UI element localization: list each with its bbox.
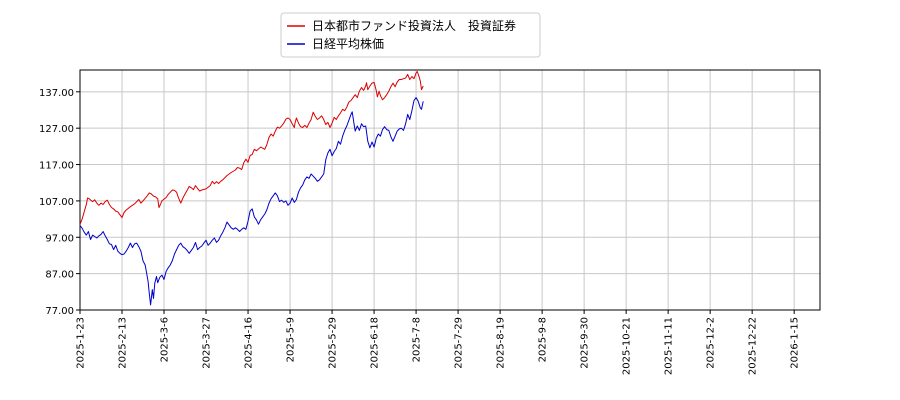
y-axis-ticks: 77.00 87.00 97.00 107.00 117.00 127.00 137.00 bbox=[39, 88, 80, 317]
x-tick-label: 2025-7-29 bbox=[454, 317, 465, 369]
x-tick-label: 2025-4-16 bbox=[244, 317, 255, 369]
y-tick-label: 127.00 bbox=[39, 124, 74, 135]
x-tick-label: 2026-1-15 bbox=[790, 317, 801, 369]
y-tick-label: 117.00 bbox=[39, 161, 74, 172]
x-tick-label: 2025-9-30 bbox=[580, 317, 591, 369]
x-tick-label: 2025-3-27 bbox=[202, 317, 213, 369]
legend: 日本都市ファンド投資法人 投資証券 日経平均株価 bbox=[280, 12, 541, 58]
x-tick-label: 2025-8-19 bbox=[496, 317, 507, 369]
plot-frame bbox=[79, 69, 821, 311]
x-tick-label: 2025-5-9 bbox=[286, 317, 297, 362]
y-tick-label: 107.00 bbox=[39, 197, 74, 208]
x-tick-label: 2025-7-8 bbox=[412, 317, 423, 362]
series-line-1 bbox=[79, 97, 424, 306]
y-tick-label: 87.00 bbox=[45, 270, 74, 281]
x-tick-label: 2025-5-29 bbox=[328, 317, 339, 369]
y-tick-label: 97.00 bbox=[45, 233, 74, 244]
y-tick-label: 77.00 bbox=[45, 306, 74, 317]
grid-lines bbox=[79, 70, 820, 311]
x-tick-label: 2025-6-18 bbox=[370, 317, 381, 369]
x-tick-label: 2025-9-8 bbox=[538, 317, 549, 362]
x-tick-label: 2025-12-2 bbox=[706, 317, 717, 369]
x-tick-label: 2025-11-11 bbox=[664, 317, 675, 375]
legend-box bbox=[280, 12, 541, 58]
x-tick-label: 2025-10-21 bbox=[622, 317, 633, 375]
x-axis-ticks: 2025-1-23 2025-2-13 2025-3-6 2025-3-27 2025-… bbox=[76, 310, 801, 375]
legend-label-0: 日本都市ファンド投資法人 投資証券 bbox=[312, 18, 516, 33]
x-tick-label: 2025-12-22 bbox=[748, 317, 759, 375]
x-tick-label: 2025-3-6 bbox=[160, 317, 171, 362]
x-tick-label: 2025-2-13 bbox=[118, 317, 129, 369]
series-line-0 bbox=[79, 71, 424, 225]
legend-label-1: 日経平均株価 bbox=[312, 36, 384, 51]
series-lines bbox=[79, 71, 424, 306]
x-tick-label: 2025-1-23 bbox=[76, 317, 87, 369]
y-tick-label: 137.00 bbox=[39, 88, 74, 99]
